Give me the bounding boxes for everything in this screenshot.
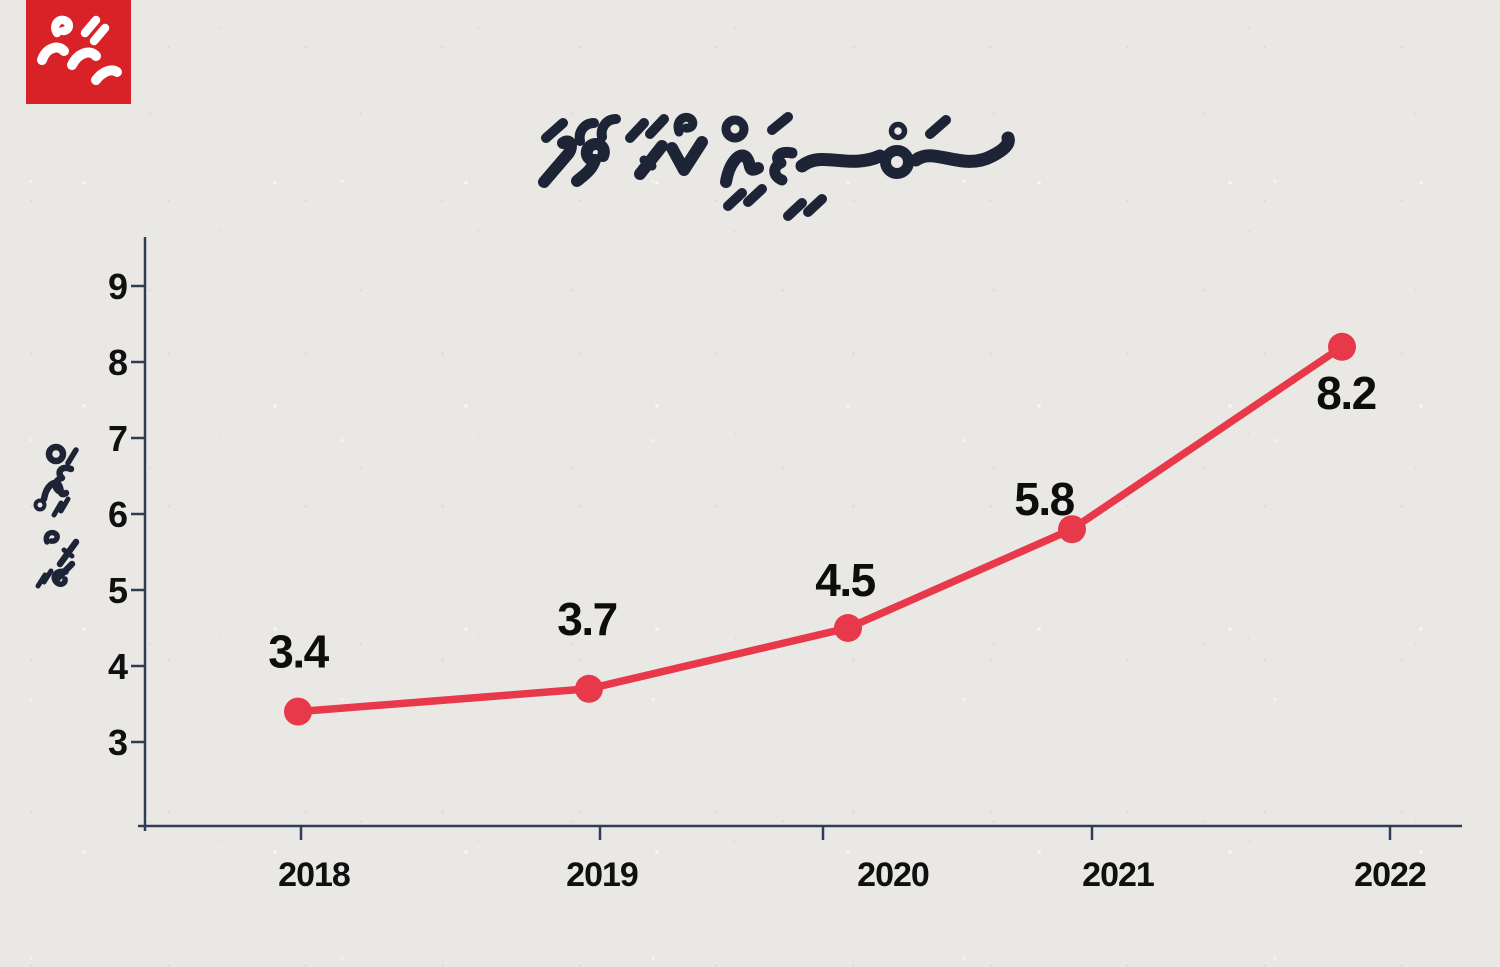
data-line [294,343,1346,716]
data-point [1058,515,1086,544]
data-point [1328,332,1356,361]
x-tick-label: 2020 [857,856,929,894]
data-point-label: 8.2 [1316,367,1375,419]
chart-title-thaana [538,112,1015,221]
x-tick-label: 2018 [278,856,350,894]
x-tick-label: 2019 [566,856,638,894]
mihaaru-logo [26,0,131,104]
data-point-label: 5.8 [1014,473,1074,525]
y-tick-label: 6 [108,494,127,535]
data-point [575,674,603,703]
data-point-label: 3.4 [268,626,329,678]
data-point-label: 4.5 [815,554,875,606]
data-point [834,614,862,642]
x-tick-label: 2022 [1354,856,1426,894]
logo-thaana-text [37,15,122,85]
y-tick-label: 4 [108,646,128,687]
y-tick-label: 9 [108,266,127,307]
y-tick-label: 7 [108,418,127,459]
data-point-label: 3.7 [557,593,616,645]
data-point [284,697,312,726]
x-tick-label: 2021 [1082,856,1154,894]
y-axis-label-thaana [33,443,80,589]
y-tick-label: 8 [108,342,127,383]
y-tick-label: 3 [108,722,127,763]
y-tick-label: 5 [108,570,128,611]
